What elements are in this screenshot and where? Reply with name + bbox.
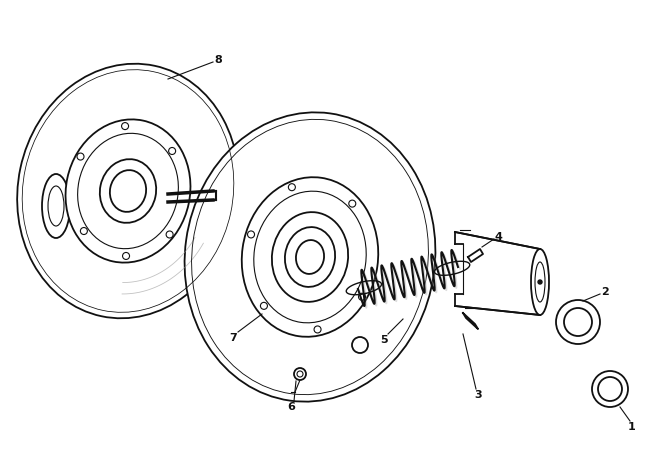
Ellipse shape — [100, 160, 156, 223]
Text: 8: 8 — [214, 55, 222, 65]
Text: 6: 6 — [287, 401, 295, 411]
Circle shape — [248, 232, 255, 238]
Text: 1: 1 — [628, 421, 636, 431]
Circle shape — [123, 253, 129, 260]
Polygon shape — [455, 233, 540, 315]
Ellipse shape — [48, 187, 64, 227]
Circle shape — [294, 368, 306, 380]
Text: 2: 2 — [601, 286, 609, 296]
Polygon shape — [468, 249, 483, 263]
Polygon shape — [463, 313, 478, 329]
Text: 7: 7 — [229, 332, 237, 342]
Ellipse shape — [17, 65, 239, 318]
Text: 4: 4 — [494, 232, 502, 242]
Ellipse shape — [535, 263, 545, 302]
Circle shape — [77, 154, 84, 161]
Circle shape — [122, 123, 129, 130]
Circle shape — [564, 308, 592, 336]
Ellipse shape — [352, 337, 368, 353]
Circle shape — [592, 371, 628, 407]
Ellipse shape — [285, 228, 335, 287]
Ellipse shape — [531, 249, 549, 315]
Ellipse shape — [242, 178, 378, 337]
Circle shape — [289, 184, 295, 191]
Ellipse shape — [185, 113, 436, 402]
Ellipse shape — [110, 171, 146, 212]
Circle shape — [261, 303, 267, 310]
Ellipse shape — [77, 134, 178, 249]
Circle shape — [349, 201, 356, 207]
Circle shape — [556, 300, 600, 344]
Circle shape — [598, 377, 622, 401]
Ellipse shape — [66, 120, 190, 263]
Circle shape — [297, 371, 303, 377]
Text: 5: 5 — [380, 334, 388, 344]
Circle shape — [314, 326, 321, 333]
Circle shape — [81, 228, 87, 235]
Circle shape — [166, 232, 173, 238]
Ellipse shape — [254, 192, 366, 323]
Ellipse shape — [296, 241, 324, 274]
Circle shape — [538, 280, 542, 284]
Circle shape — [359, 293, 365, 301]
Circle shape — [168, 148, 176, 155]
Text: 3: 3 — [474, 389, 482, 399]
Ellipse shape — [272, 212, 348, 302]
Ellipse shape — [42, 175, 70, 238]
